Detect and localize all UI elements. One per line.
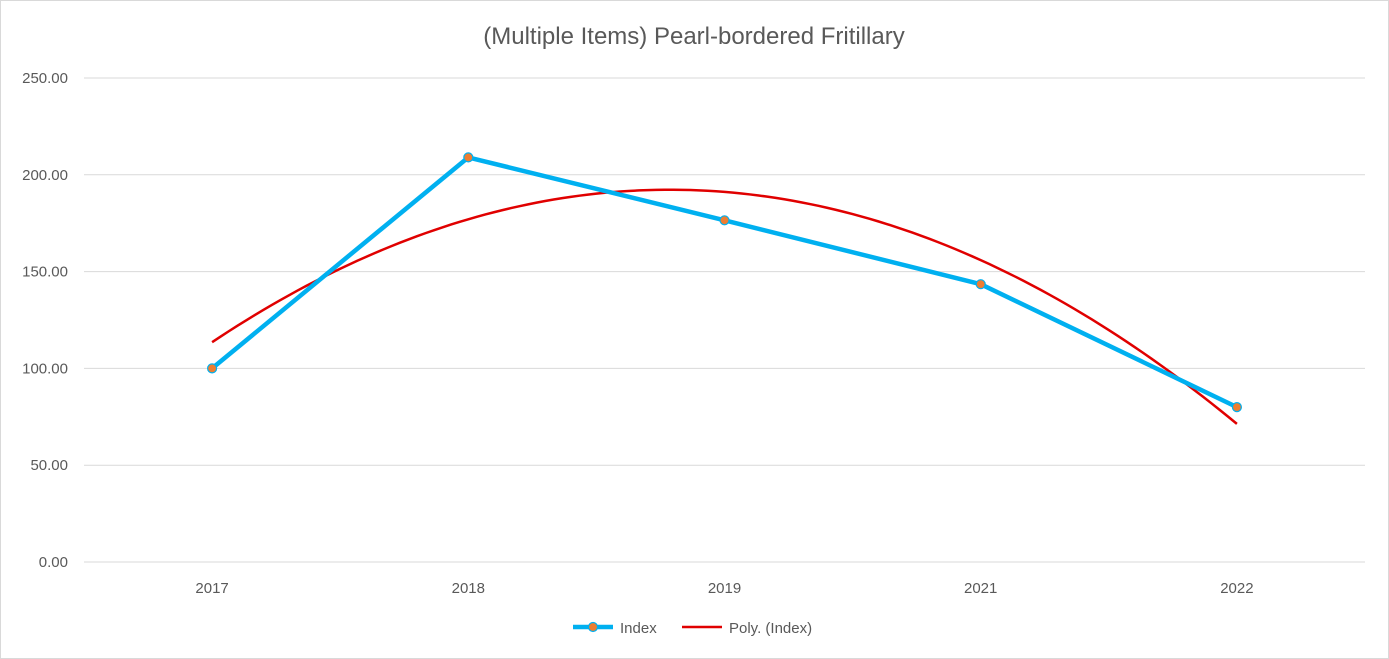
- gridlines: [84, 77, 1365, 563]
- x-tick-label: 2019: [708, 580, 741, 597]
- x-axis-tick-labels: 2017 2018 2019 2021 2022: [195, 580, 1253, 597]
- legend-trendline-label: Poly. (Index): [729, 620, 812, 637]
- y-tick-label: 100.00: [22, 360, 68, 377]
- y-tick-label: 50.00: [30, 457, 68, 474]
- y-tick-label: 250.00: [22, 70, 68, 87]
- y-tick-label: 0.00: [39, 554, 68, 571]
- trendline-path: [211, 188, 1238, 425]
- series-index-line: [210, 155, 1238, 410]
- chart-title: (Multiple Items) Pearl-bordered Fritilla…: [483, 23, 904, 50]
- series-index-point: [1231, 402, 1243, 413]
- x-tick-label: 2018: [452, 580, 485, 597]
- series-index-point: [719, 215, 730, 226]
- x-tick-label: 2017: [195, 580, 228, 597]
- series-index-point: [975, 279, 986, 290]
- legend-index-swatch-marker: [587, 621, 599, 633]
- series-index-point: [207, 363, 218, 374]
- x-tick-label: 2021: [964, 580, 997, 597]
- legend: Index Poly. (Index): [573, 620, 812, 637]
- y-tick-label: 150.00: [22, 264, 68, 281]
- y-axis-tick-labels: 0.00 50.00 100.00 150.00 200.00 250.00: [22, 70, 68, 571]
- trendline-layer: [211, 188, 1238, 425]
- legend-index-label: Index: [620, 620, 657, 637]
- series-layer: [207, 152, 1243, 413]
- series-index-point: [463, 152, 474, 163]
- x-tick-label: 2022: [1220, 580, 1253, 597]
- y-tick-label: 200.00: [22, 167, 68, 184]
